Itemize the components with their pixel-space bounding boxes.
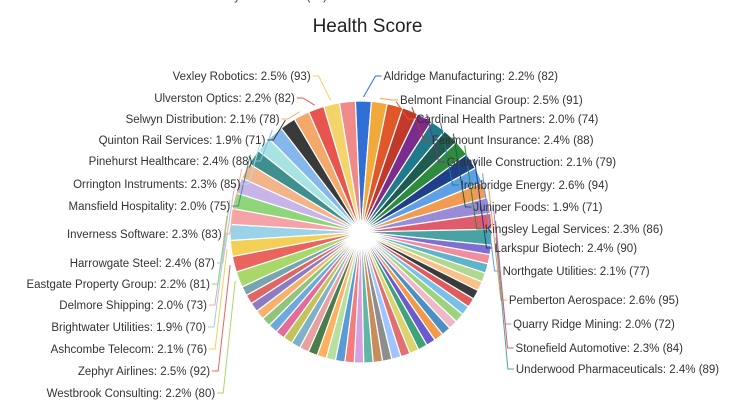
slice-label: Vexley Robotics: 2.5% (93): [173, 71, 311, 83]
leader-lines: [208, 75, 514, 394]
slice-labels: Aldridge Manufacturing: 2.2% (82) Belmont…: [26, 0, 719, 400]
slice-label: Pemberton Aerospace: 2.6% (95): [509, 295, 679, 307]
leader-line: [379, 97, 398, 101]
leader-line: [223, 168, 243, 235]
pie-slice-xenith-data-systems: [338, 100, 362, 233]
leader-line: [232, 154, 251, 207]
leader-line: [464, 145, 483, 230]
slice-label: Ironbridge Energy: 2.6% (94): [461, 180, 609, 192]
leader-line: [473, 158, 493, 249]
leader-line: [208, 232, 227, 328]
slice-label: Ulverston Optics: 2.2% (82): [154, 93, 295, 105]
leader-line: [411, 106, 430, 141]
slice-label: Northgate Utilities: 2.1% (77): [503, 266, 650, 278]
slice-label: Juniper Foods: 1.9% (71): [473, 202, 602, 214]
slice-label: Harrowgate Steel: 2.4% (87): [70, 258, 215, 270]
slice-label: Westbrook Consulting: 2.2% (80): [47, 388, 216, 400]
pie-slices: [229, 100, 493, 364]
slice-label: Kingsley Legal Services: 2.3% (86): [485, 224, 664, 236]
slice-label: Delmore Shipping: 2.0% (73): [59, 300, 207, 312]
slice-label: Cardinal Health Partners: 2.0% (74): [416, 114, 598, 126]
slice-label: Brightwater Utilities: 1.9% (70): [51, 322, 206, 334]
slice-label: Underwood Pharmaceuticals: 2.4% (89): [516, 364, 719, 376]
leader-line: [395, 101, 415, 120]
slice-label: Selwyn Distribution: 2.1% (78): [126, 114, 280, 126]
slice-label: Granville Construction: 2.1% (79): [447, 157, 617, 169]
leader-line: [296, 97, 316, 106]
leader-line: [216, 183, 236, 264]
leader-line: [426, 113, 445, 163]
leader-line: [488, 188, 507, 301]
leader-line: [209, 248, 228, 350]
leader-line: [495, 237, 514, 370]
slice-label: Stonefield Automotive: 2.3% (84): [516, 343, 684, 355]
slice-label: Belmont Financial Group: 2.5% (91): [400, 95, 583, 107]
slice-label: Quarry Ridge Mining: 2.0% (72): [513, 319, 675, 331]
leader-line: [312, 75, 332, 101]
slice-label: Aldridge Manufacturing: 2.2% (82): [383, 71, 558, 83]
slice-label: Eastgate Property Group: 2.2% (81): [26, 279, 210, 291]
leader-line: [363, 75, 382, 98]
slice-label: Fairmount Insurance: 2.4% (88): [432, 135, 594, 147]
slice-label: Pinehurst Healthcare: 2.4% (88): [89, 156, 253, 168]
slice-label: Zephyr Airlines: 2.5% (92): [78, 366, 210, 378]
slice-label: Mansfield Hospitality: 2.0% (75): [69, 201, 231, 213]
leader-line: [495, 220, 514, 349]
leader-line: [242, 141, 262, 185]
leader-line: [440, 122, 459, 186]
slice-label: Orrington Instruments: 2.3% (85): [73, 179, 241, 191]
slice-label: Ashcombe Telecom: 2.1% (76): [51, 344, 208, 356]
leader-line: [267, 119, 286, 141]
slice-label: Quinton Rail Services: 1.9% (71): [99, 135, 266, 147]
leader-line: [281, 111, 300, 120]
leader-line: [212, 265, 231, 372]
slice-label: Inverness Software: 2.3% (83): [67, 229, 222, 241]
leader-line: [211, 199, 231, 285]
slice-label: Larkspur Biotech: 2.4% (90): [494, 243, 637, 255]
chart-title: Health Score: [313, 16, 423, 37]
leader-line: [452, 133, 472, 208]
slice-label: Xenith Data Systems: 2.3% (86): [163, 0, 327, 3]
leader-line: [217, 280, 236, 394]
